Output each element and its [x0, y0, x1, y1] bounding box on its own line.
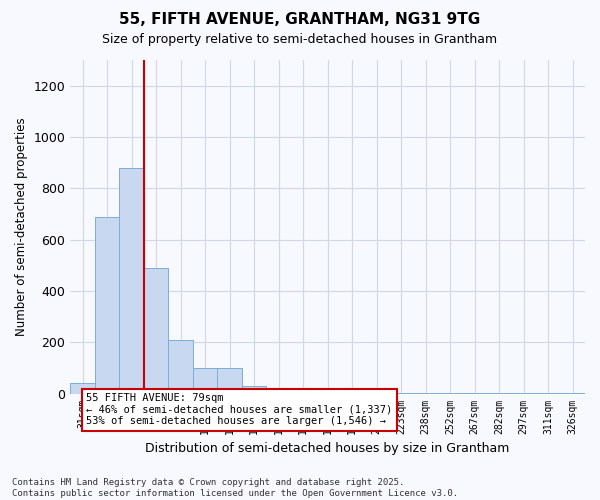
Y-axis label: Number of semi-detached properties: Number of semi-detached properties	[15, 118, 28, 336]
Bar	[463, 393, 487, 394]
Text: 55 FIFTH AVENUE: 79sqm
← 46% of semi-detached houses are smaller (1,337)
53% of : 55 FIFTH AVENUE: 79sqm ← 46% of semi-det…	[86, 394, 392, 426]
Bar	[217, 368, 242, 394]
Bar	[536, 393, 560, 394]
Bar	[119, 168, 144, 394]
Bar	[487, 393, 511, 394]
Bar	[413, 393, 438, 394]
Bar	[144, 268, 169, 394]
Bar	[70, 384, 95, 394]
Bar	[340, 392, 364, 394]
Bar	[364, 392, 389, 394]
Bar	[266, 388, 291, 394]
Bar	[169, 340, 193, 394]
Bar	[511, 393, 536, 394]
Bar	[438, 393, 463, 394]
Bar	[193, 368, 217, 394]
Bar	[242, 386, 266, 394]
Text: Contains HM Land Registry data © Crown copyright and database right 2025.
Contai: Contains HM Land Registry data © Crown c…	[12, 478, 458, 498]
Bar	[389, 393, 413, 394]
Bar	[291, 390, 316, 394]
Bar	[316, 390, 340, 394]
Text: Size of property relative to semi-detached houses in Grantham: Size of property relative to semi-detach…	[103, 32, 497, 46]
X-axis label: Distribution of semi-detached houses by size in Grantham: Distribution of semi-detached houses by …	[145, 442, 510, 455]
Bar	[560, 393, 585, 394]
Bar	[95, 216, 119, 394]
Text: 55, FIFTH AVENUE, GRANTHAM, NG31 9TG: 55, FIFTH AVENUE, GRANTHAM, NG31 9TG	[119, 12, 481, 28]
